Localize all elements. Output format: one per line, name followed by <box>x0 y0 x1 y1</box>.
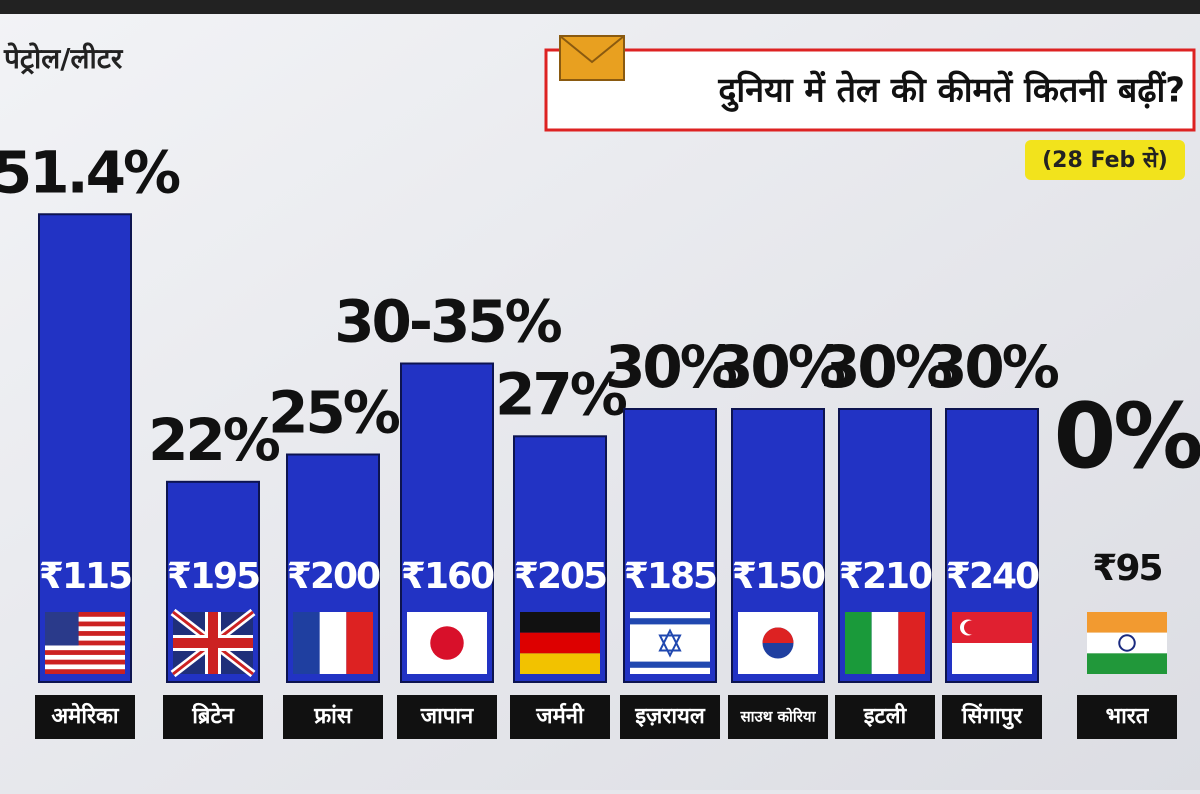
x-tick-label: अमेरिका <box>51 702 120 729</box>
price-label: ₹160 <box>401 556 494 597</box>
flag-part <box>871 612 899 674</box>
flag-part <box>208 612 218 674</box>
flag-part <box>45 669 125 674</box>
flag <box>738 612 818 674</box>
x-tick-label: फ्रांस <box>313 704 353 729</box>
flag <box>520 612 600 674</box>
price-label: ₹200 <box>287 556 380 597</box>
value-label: 30% <box>820 333 952 401</box>
flag-part <box>293 612 320 674</box>
x-tick-label: सिंगापुर <box>961 702 1023 730</box>
flag-part <box>762 627 794 643</box>
price-label: ₹240 <box>946 556 1039 597</box>
flag-part <box>630 661 710 668</box>
flag-part <box>45 612 125 617</box>
subtitle-box <box>1025 140 1185 180</box>
price-label: ₹95 <box>1092 548 1161 589</box>
value-label: 30% <box>605 333 737 401</box>
price-label: ₹195 <box>167 556 259 597</box>
unit-label: पेट्रोल/लीटर <box>3 42 124 75</box>
value-label: 27% <box>495 360 627 428</box>
x-tick-label: साउथ कोरिया <box>739 708 816 726</box>
category-box <box>510 695 610 739</box>
price-label: ₹185 <box>624 556 716 597</box>
flag-part <box>45 631 125 636</box>
flag <box>845 612 925 674</box>
value-label: 22% <box>148 406 280 474</box>
flag-part <box>45 650 125 655</box>
flag-part <box>658 628 682 658</box>
category-box <box>397 695 497 739</box>
flag-part <box>1118 634 1136 652</box>
flag-part <box>1087 653 1167 674</box>
x-tick-label: जर्मनी <box>535 702 585 729</box>
flag-part <box>45 659 125 665</box>
flag-part <box>520 653 600 674</box>
value-label: 25% <box>268 379 400 447</box>
category-box <box>283 695 383 739</box>
flag-part <box>845 612 872 674</box>
bar <box>38 213 132 683</box>
flag <box>45 612 125 674</box>
value-label: 0% <box>1054 384 1200 489</box>
title-box <box>544 48 1196 132</box>
category-box <box>620 695 720 739</box>
flag-part <box>520 632 600 654</box>
x-tick-label: इटली <box>863 702 908 729</box>
x-tick-label: भारत <box>1106 704 1150 729</box>
category-box <box>163 695 263 739</box>
price-label: ₹210 <box>839 556 932 597</box>
flag-part <box>430 626 464 660</box>
flag <box>1087 612 1167 674</box>
flag-part <box>630 618 710 625</box>
flag-part <box>346 612 373 674</box>
value-label: 30% <box>927 333 1059 401</box>
price-label: ₹205 <box>514 556 606 597</box>
category-box <box>942 695 1042 739</box>
price-label: ₹115 <box>39 556 131 597</box>
flag <box>170 608 256 678</box>
flag-part <box>1087 632 1167 654</box>
category-box <box>835 695 935 739</box>
flag <box>407 612 487 674</box>
x-tick-label: इज़रायल <box>634 704 706 729</box>
flag-part <box>319 612 347 674</box>
screen-bezel <box>0 0 1200 14</box>
value-label: 30% <box>713 333 845 401</box>
category-box <box>35 695 135 739</box>
flag-part <box>45 621 125 627</box>
x-tick-label: जापान <box>420 704 474 729</box>
flag <box>952 612 1032 674</box>
flag-part <box>964 620 978 635</box>
price-label: ₹150 <box>732 556 825 597</box>
subtitle: (28 Feb से) <box>1042 146 1168 173</box>
chart-title: दुनिया में तेल की कीमतें कितनी बढ़ीं? <box>717 70 1185 113</box>
value-label: 30-35% <box>334 288 561 356</box>
flag <box>293 612 373 674</box>
flag-part <box>45 612 79 646</box>
category-box <box>728 695 828 739</box>
flag <box>630 612 710 674</box>
value-label: 51.4% <box>0 138 180 206</box>
flag-part <box>898 612 925 674</box>
flag-part <box>520 612 600 633</box>
flag-part <box>45 640 125 646</box>
category-box <box>1077 695 1177 739</box>
flag-part <box>1087 612 1167 633</box>
envelope-icon <box>559 35 625 81</box>
x-tick-label: ब्रिटेन <box>191 702 234 729</box>
